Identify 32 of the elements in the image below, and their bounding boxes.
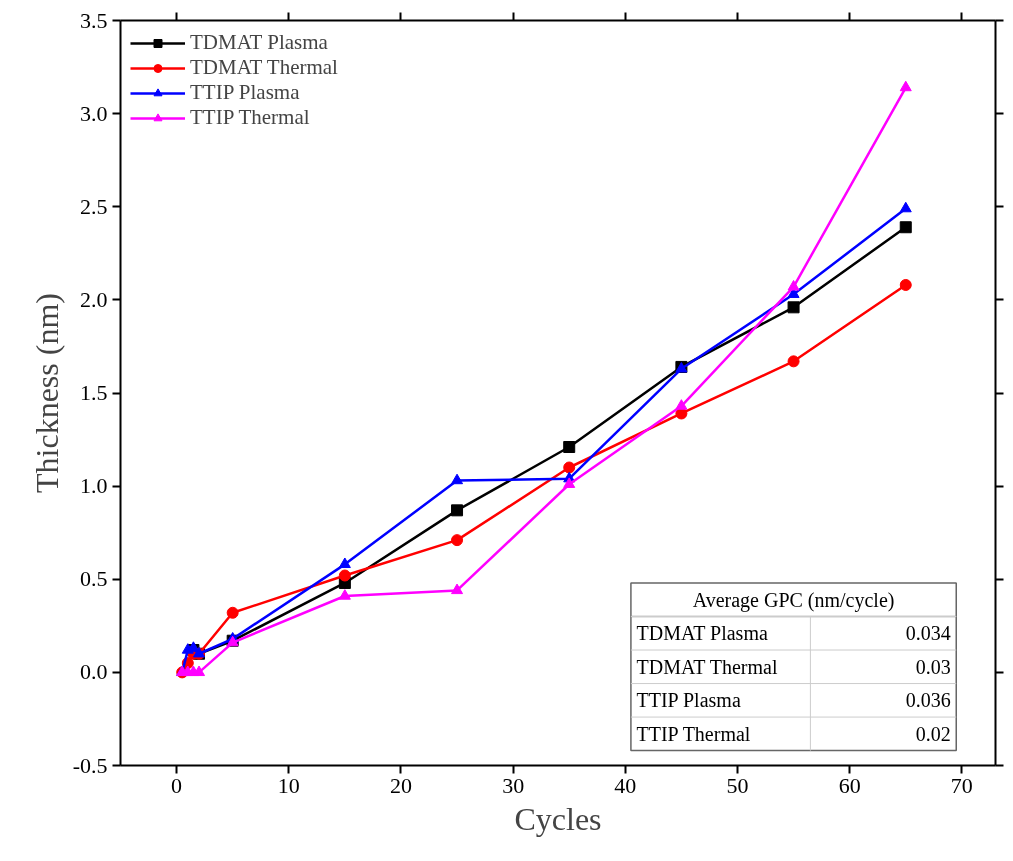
x-tick-label: 10 [277,772,300,798]
annotation: TTIP Thermal [636,722,751,745]
x-tick-label: 60 [838,772,861,798]
annotation: TDMAT Thermal [636,655,778,678]
legend-label: TDMAT Thermal [190,55,338,80]
x-tick-label: 0 [171,772,183,798]
y-tick-label: -0.5 [72,752,108,778]
annotation: 0.02 [915,722,951,745]
y-tick-label: 2.0 [80,286,108,312]
legend-label: TTIP Plasma [190,80,300,105]
x-tick-label: 20 [389,772,412,798]
annotation: 0.034 [905,622,951,645]
annotation: 0.036 [905,689,951,712]
x-tick-label: 50 [726,772,749,798]
x-axis-title: Cycles [514,800,602,837]
annotation: Average GPC (nm/cycle) [692,588,895,612]
x-tick-label: 30 [502,772,525,798]
annotation: 0.03 [915,655,951,678]
y-tick-label: 1.5 [80,380,108,405]
annotation: TTIP Plasma [636,689,741,712]
y-tick-label: 3.5 [80,7,108,33]
y-tick-label: 3.0 [80,100,108,126]
x-tick-label: 70 [950,772,973,798]
y-tick-label: 2.5 [80,193,108,219]
y-tick-label: 1.0 [80,473,108,499]
y-tick-label: 0.0 [80,659,108,685]
annotation: TDMAT Plasma [636,622,768,645]
y-tick-label: 0.5 [80,566,108,592]
y-axis-title: Thickness (nm) [28,293,65,493]
legend-label: TDMAT Plasma [190,30,328,55]
x-tick-label: 40 [614,772,637,798]
legend-label: TTIP Thermal [190,105,310,130]
